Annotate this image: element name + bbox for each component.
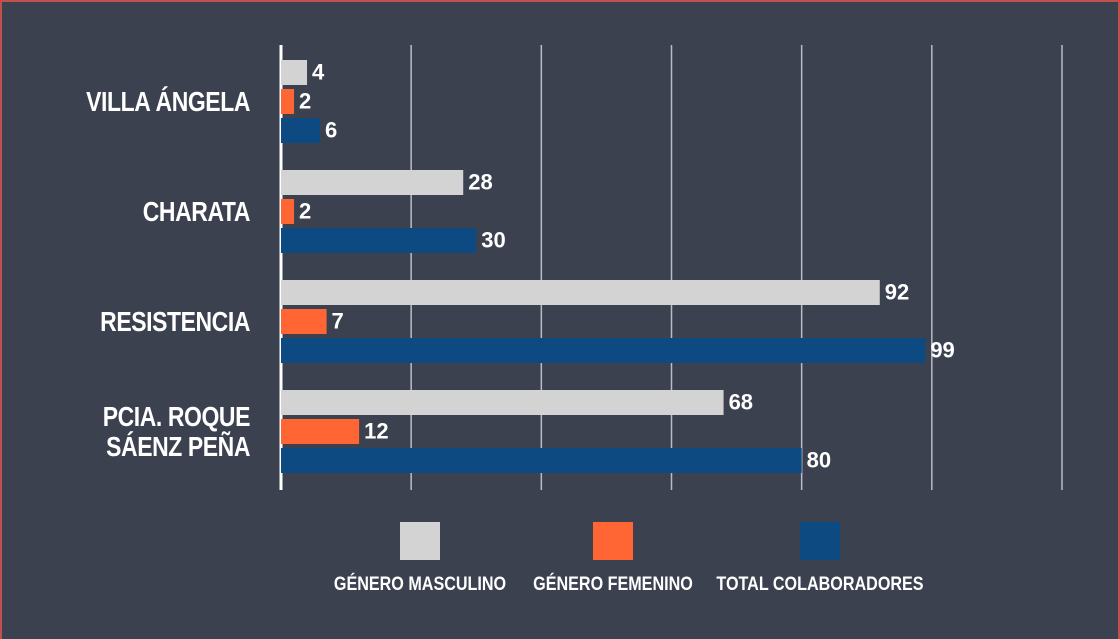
bar	[281, 390, 724, 415]
bar	[281, 199, 295, 224]
bar	[281, 89, 295, 114]
value-label: 2	[299, 198, 311, 223]
value-label: 6	[325, 117, 337, 142]
legend-swatch	[400, 522, 440, 560]
value-label: 28	[468, 169, 492, 194]
value-label: 68	[729, 389, 753, 414]
bar	[281, 448, 802, 473]
legend-swatch	[593, 522, 633, 560]
value-label: 12	[364, 418, 388, 443]
legend-label: GÉNERO FEMENINO	[533, 572, 693, 595]
bar	[281, 118, 321, 143]
bar	[281, 60, 308, 85]
category-label: RESISTENCIA	[100, 305, 250, 337]
legend-label: TOTAL COLABORADORES	[716, 573, 923, 595]
value-label: 2	[299, 88, 311, 113]
category-label: PCIA. ROQUE SÁENZ PEÑA	[102, 400, 251, 462]
category-label: CHARATA	[142, 195, 251, 227]
legend-label: GÉNERO MASCULINO	[334, 572, 506, 595]
bar	[281, 280, 880, 305]
value-label: 4	[312, 59, 325, 84]
value-label: 92	[885, 279, 909, 304]
bar	[281, 309, 327, 334]
category-label: VILLA ÁNGELA	[86, 85, 250, 117]
bar	[281, 170, 464, 195]
value-label: 99	[930, 337, 954, 362]
value-label: 7	[332, 308, 344, 333]
bar	[281, 228, 477, 253]
value-label: 30	[481, 227, 505, 252]
legend-swatch	[800, 522, 840, 560]
bar	[281, 338, 926, 363]
value-label: 80	[807, 447, 831, 472]
bar	[281, 419, 360, 444]
